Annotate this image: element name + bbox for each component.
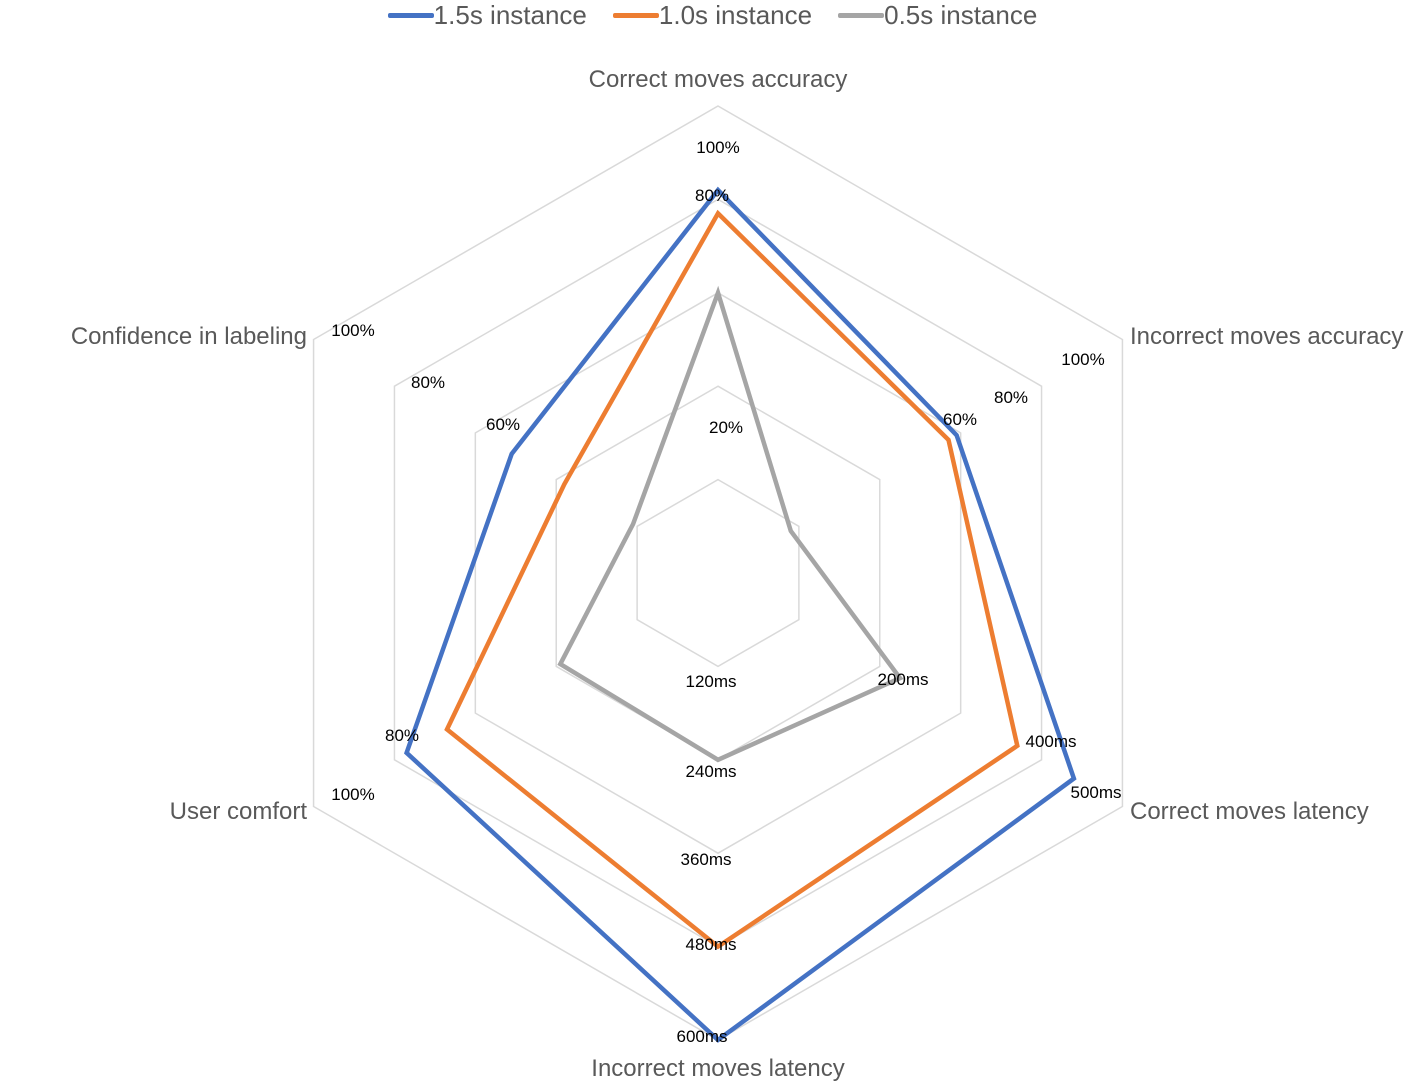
tick-label: 240ms: [685, 762, 736, 781]
tick-label: 100%: [331, 785, 374, 804]
tick-label: 120ms: [685, 672, 736, 691]
tick-label: 80%: [385, 726, 419, 745]
axis-label-user-comfort: User comfort: [170, 798, 308, 825]
axis-label-incorrect-moves-accuracy: Incorrect moves accuracy: [1130, 323, 1403, 350]
tick-label: 400ms: [1025, 732, 1076, 751]
grid-ring-3: [474, 291, 962, 855]
legend-label-series-1: 1.5s instance: [433, 0, 587, 30]
tick-label: 360ms: [680, 850, 731, 869]
legend-swatch-series-1: [387, 12, 434, 18]
tick-label: 80%: [994, 388, 1028, 407]
legend-label-series-2: 1.0s instance: [658, 0, 813, 30]
tick-label: 80%: [695, 186, 729, 205]
grid-ring-2: [555, 385, 881, 761]
series-line-2: [444, 209, 1020, 950]
tick-label: 100%: [1061, 350, 1104, 369]
legend-swatch-series-2: [612, 12, 659, 18]
radar-axis-labels: Correct moves accuracy Incorrect moves a…: [71, 66, 1404, 1082]
tick-label: 100%: [331, 321, 374, 340]
tick-label: 60%: [486, 415, 520, 434]
legend-swatch-series-3: [838, 12, 885, 18]
tick-label: 500ms: [1070, 783, 1121, 802]
grid-ring-1: [636, 478, 800, 668]
tick-label: 80%: [411, 373, 445, 392]
legend-item-series-1[interactable]: 1.5s instance: [387, 0, 587, 30]
axis-label-confidence-in-labeling: Confidence in labeling: [71, 323, 307, 350]
tick-label: 60%: [943, 410, 977, 429]
legend-item-series-3[interactable]: 0.5s instance: [838, 1, 1037, 29]
radar-tick-labels: 100% 80% 20% 100% 80% 60% 200ms 400ms 50…: [331, 138, 1121, 1046]
tick-label: 600ms: [676, 1027, 727, 1046]
axis-label-correct-moves-accuracy: Correct moves accuracy: [589, 66, 848, 93]
series-line-3: [557, 285, 904, 763]
legend-label-series-3: 0.5s instance: [884, 0, 1038, 30]
tick-label: 200ms: [877, 670, 928, 689]
tick-label: 480ms: [685, 935, 736, 954]
axis-label-incorrect-moves-latency: Incorrect moves latency: [591, 1055, 844, 1082]
radar-grid: [312, 105, 1124, 1041]
tick-label: 100%: [696, 138, 739, 157]
axis-label-correct-moves-latency: Correct moves latency: [1130, 798, 1369, 825]
legend-item-series-2[interactable]: 1.0s instance: [612, 0, 813, 30]
series-line-1: [403, 186, 1077, 1043]
grid-ring-4: [393, 198, 1043, 948]
grid-ring-5: [312, 105, 1124, 1041]
legend: 1.5s instance 1.0s instance 0.5s instanc…: [0, 0, 1425, 30]
tick-label: 20%: [709, 418, 743, 437]
radar-series: [403, 186, 1077, 1043]
